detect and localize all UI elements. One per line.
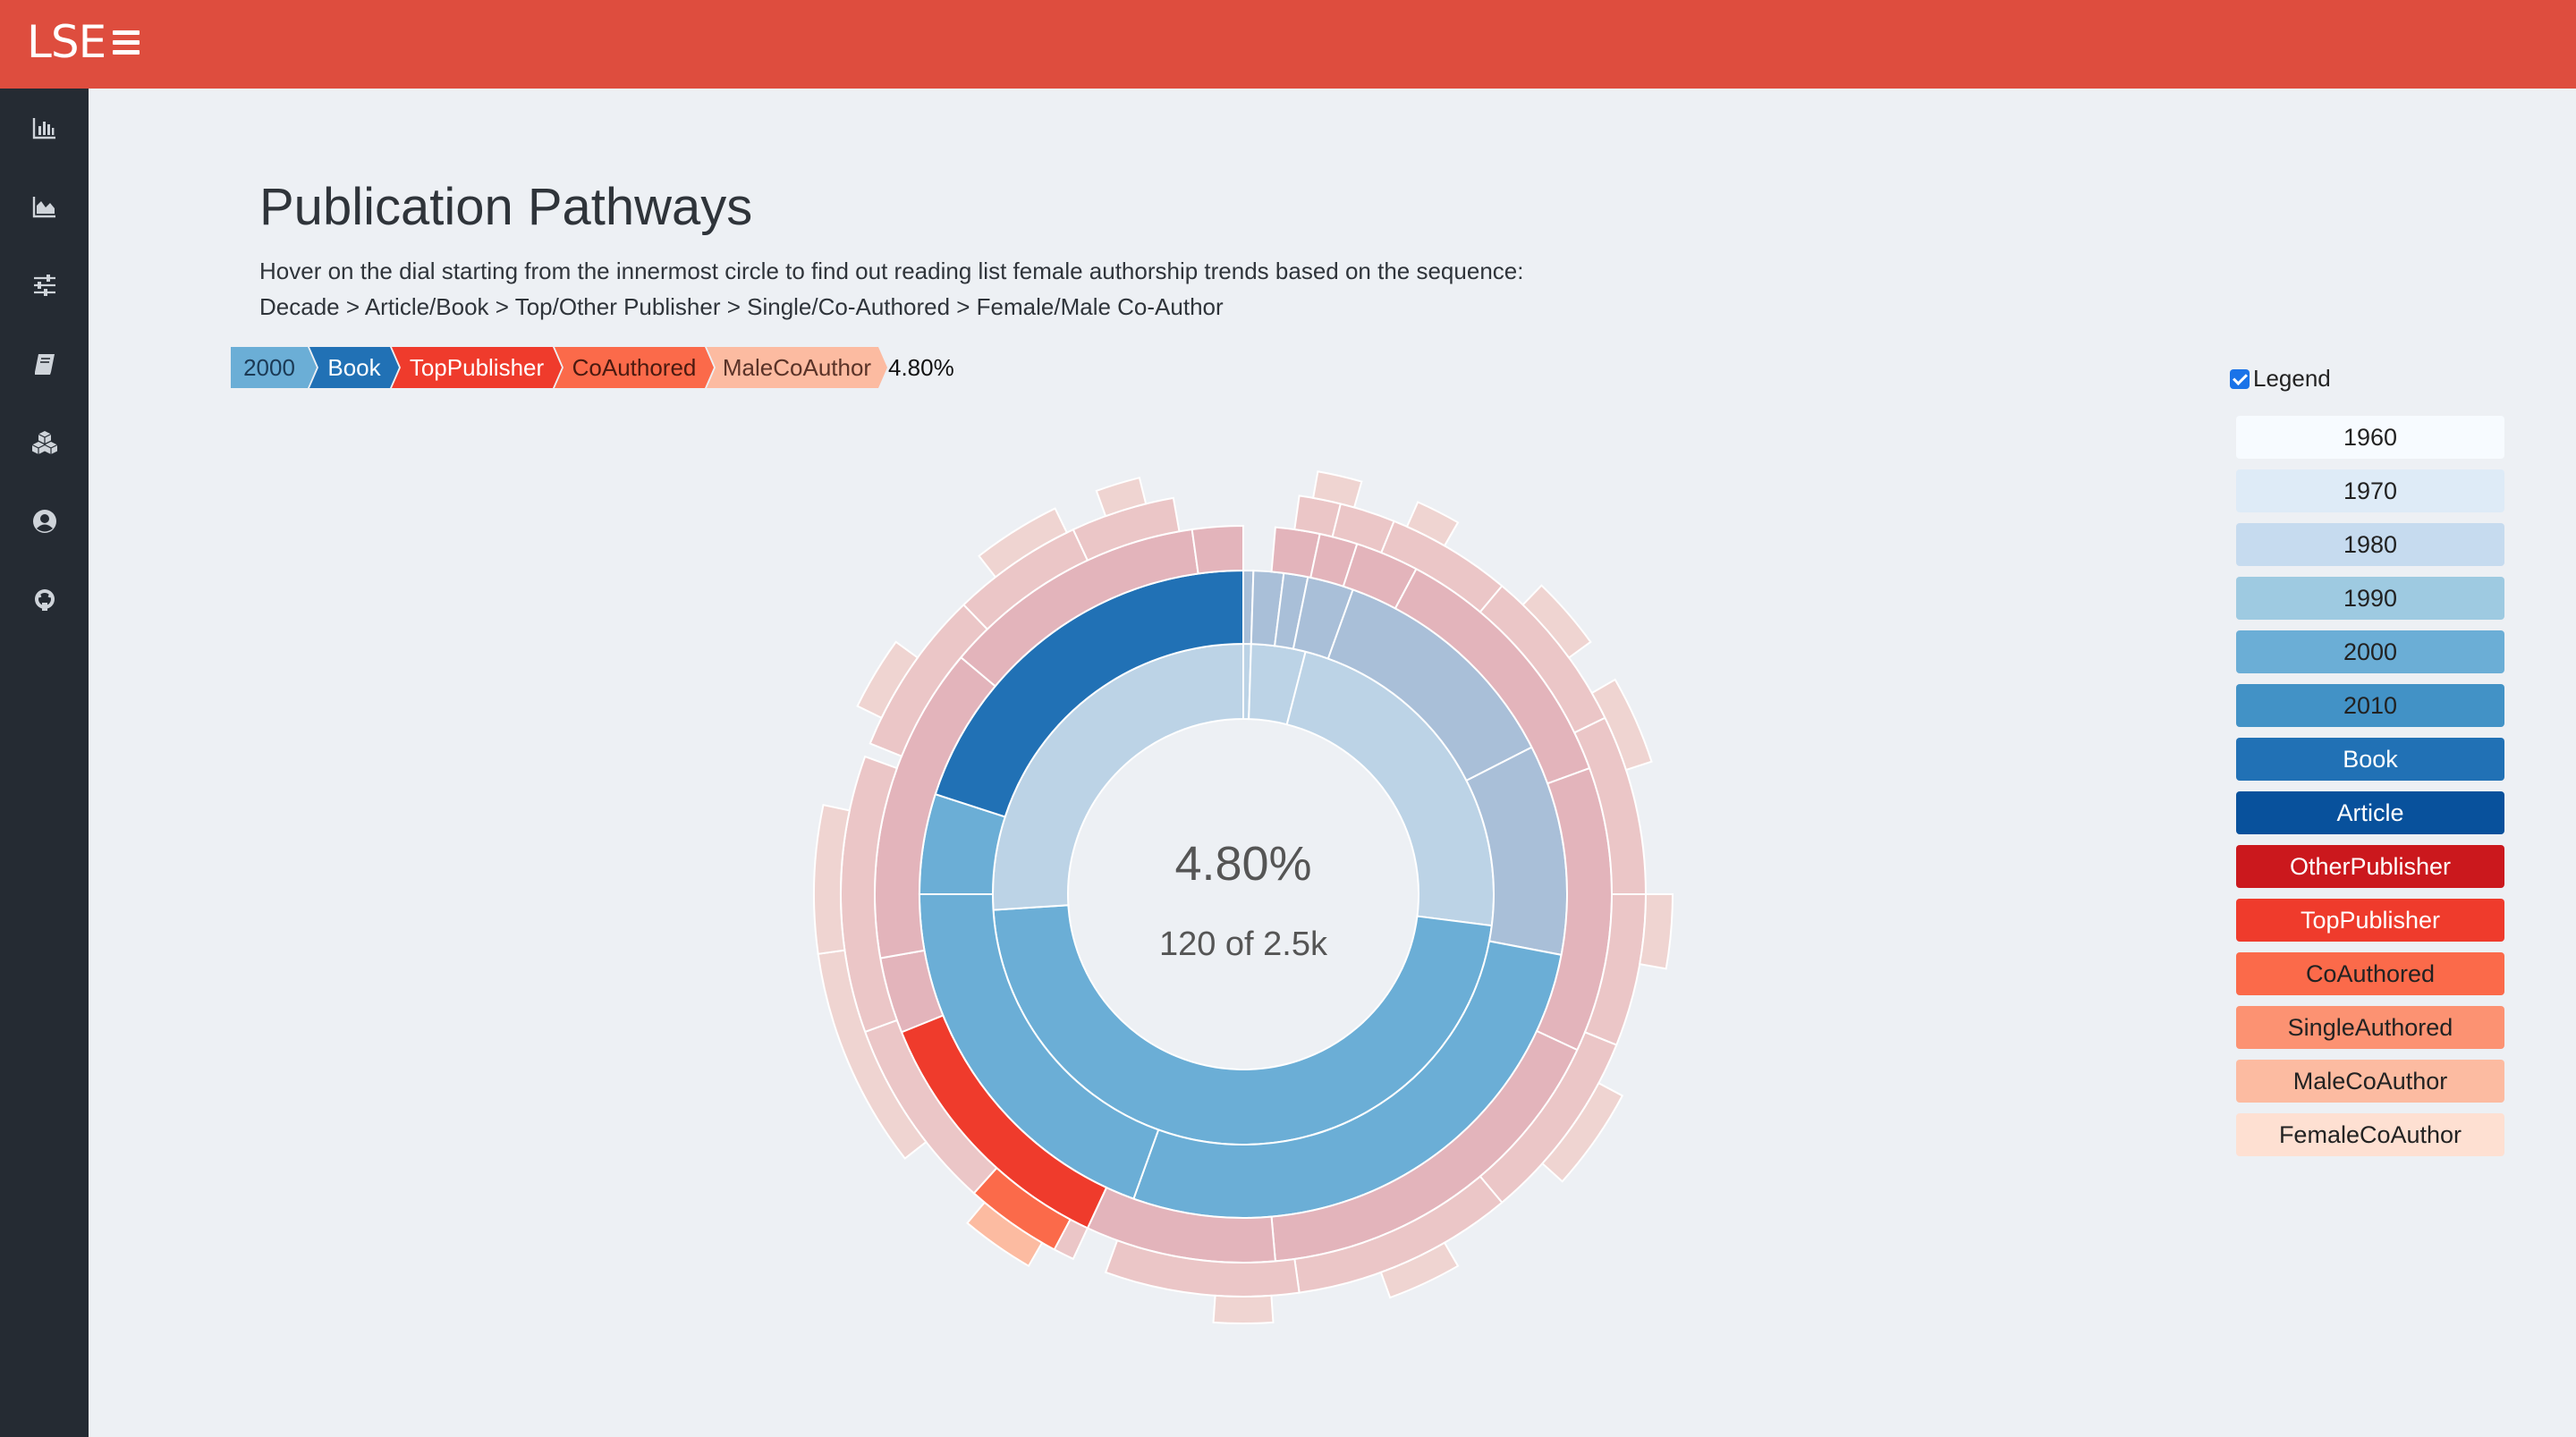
sunburst-segment-coauthor-highlight[interactable] — [966, 1201, 1044, 1268]
sunburst-segment-coauthor[interactable] — [813, 804, 852, 955]
book-icon[interactable] — [30, 350, 59, 378]
breadcrumb-arrow — [707, 347, 887, 388]
breadcrumb-item[interactable]: Book — [327, 353, 381, 381]
legend-item: Book — [2236, 738, 2504, 781]
center-count: 120 of 2.5k — [1158, 926, 1328, 963]
user-circle-icon[interactable] — [30, 507, 59, 536]
legend-item: FemaleCoAuthor — [2236, 1113, 2504, 1156]
page-title: Publication Pathways — [259, 178, 753, 236]
github-icon[interactable] — [30, 586, 59, 614]
legend-item: CoAuthored — [2236, 952, 2504, 995]
sunburst-segment-coauthor[interactable] — [1639, 893, 1674, 970]
breadcrumb-item[interactable]: CoAuthored — [572, 353, 697, 381]
legend-item: MaleCoAuthor — [2236, 1060, 2504, 1103]
legend-item: Article — [2236, 791, 2504, 834]
legend-item: 2000 — [2236, 630, 2504, 673]
cubes-icon[interactable] — [30, 428, 59, 457]
sunburst-segment-coauthor[interactable] — [1379, 1241, 1460, 1299]
center-percentage: 4.80% — [1174, 837, 1312, 891]
bar-chart-icon[interactable] — [30, 114, 59, 142]
legend-checkbox[interactable] — [2230, 368, 2250, 389]
breadcrumb-arrow — [309, 347, 399, 388]
area-chart-icon[interactable] — [30, 192, 59, 221]
breadcrumb-item[interactable]: 2000 — [243, 353, 295, 381]
legend-item: 1980 — [2236, 523, 2504, 566]
sunburst-segment-coauthor[interactable] — [1405, 501, 1460, 547]
sunburst-segment-publisher[interactable] — [1191, 524, 1244, 575]
sunburst-segment-coauthor[interactable] — [1590, 678, 1653, 772]
legend-item: 1960 — [2236, 416, 2504, 459]
sunburst-segment-coauthor[interactable] — [1212, 1294, 1275, 1325]
legend-item: 2010 — [2236, 684, 2504, 727]
legend-toggle-label: Legend — [2253, 365, 2331, 392]
sidebar — [0, 89, 89, 1437]
legend-toggle[interactable]: Legend — [2230, 365, 2331, 393]
breadcrumb-arrow — [231, 347, 317, 388]
legend-item: 1990 — [2236, 577, 2504, 620]
breadcrumb-arrow — [392, 347, 562, 388]
breadcrumb-percentage: 4.80% — [888, 353, 954, 381]
description-line-1: Hover on the dial starting from the inne… — [259, 258, 1524, 284]
description-line-2: Decade > Article/Book > Top/Other Publis… — [259, 293, 1224, 320]
breadcrumb-arrow — [555, 347, 714, 388]
sliders-icon[interactable] — [30, 271, 59, 300]
brand-logo[interactable]: LSE — [27, 16, 106, 68]
breadcrumb-item[interactable]: MaleCoAuthor — [722, 353, 872, 381]
legend-item: SingleAuthored — [2236, 1006, 2504, 1049]
sunburst-segment-coauthor[interactable] — [978, 507, 1069, 579]
top-navbar: LSE — [0, 0, 2576, 89]
sunburst-segment-coauthor[interactable] — [1541, 1081, 1624, 1183]
legend-item: 1970 — [2236, 469, 2504, 512]
sunburst-chart — [787, 447, 1771, 1341]
sunburst-segment-coauthor[interactable] — [1521, 584, 1592, 659]
breadcrumb-item[interactable]: TopPublisher — [409, 353, 545, 381]
sunburst-segment-coauthor[interactable] — [1095, 477, 1148, 518]
legend-item: OtherPublisher — [2236, 845, 2504, 888]
hamburger-menu-icon[interactable] — [113, 30, 140, 55]
legend-item: TopPublisher — [2236, 899, 2504, 942]
sunburst-segment-coauthor[interactable] — [856, 640, 919, 720]
sunburst-segment-coauthor[interactable] — [1311, 470, 1363, 509]
